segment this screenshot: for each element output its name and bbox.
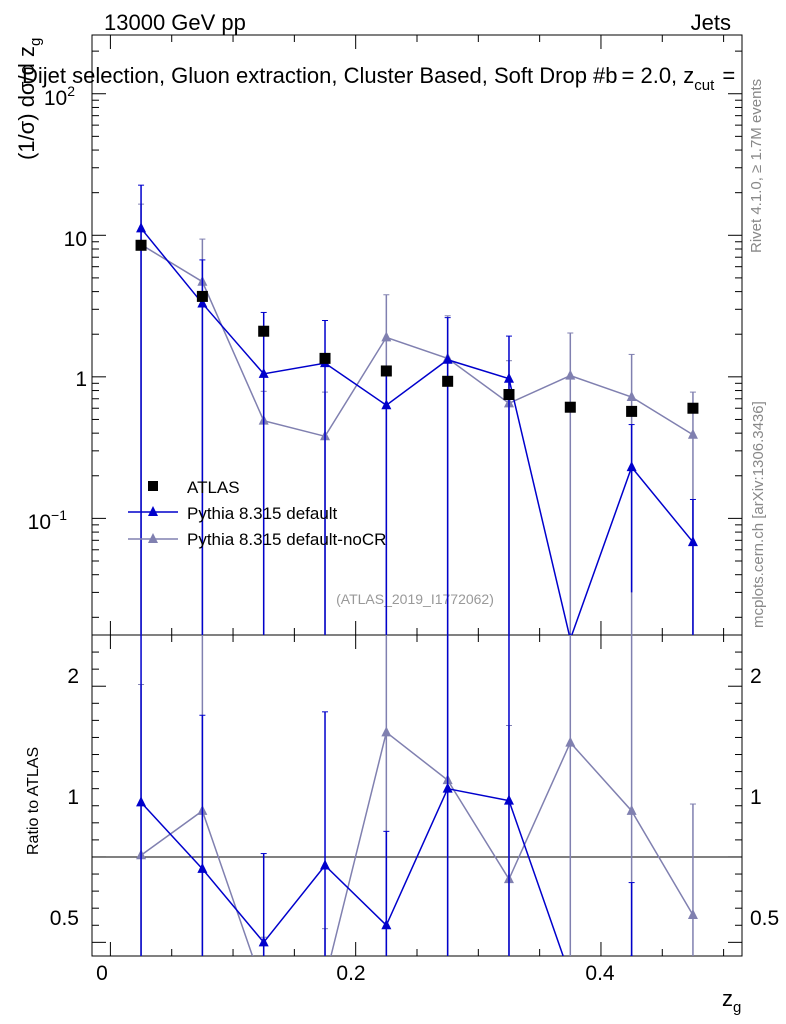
point-default [626,461,637,472]
point-atlas [564,401,576,413]
ratio-ytick-right-0.5: 0.5 [750,907,779,930]
point-nocr [626,391,637,402]
ratio-y-tick-labels-right: 2 1 0.5 [750,665,779,930]
ytick-label-10: 10 [64,228,87,251]
ratio-point-default [565,970,575,980]
ytick-label-0.1: 10−1 [28,507,68,534]
point-default [381,399,392,410]
mcplots-label: mcplots.cern.ch [arXiv:1306.3436] [750,401,767,628]
point-default [687,536,698,547]
ratio-y-axis-label: Ratio to ATLAS [25,747,42,855]
point-default [136,222,147,233]
selection-label: Dijet selection, Gluon extraction, Clust… [22,63,735,94]
series-line-default [140,227,694,635]
x-axis-label: zg [722,986,741,1016]
point-default [569,633,572,635]
ratio-ytick-left-1: 1 [67,786,79,809]
point-atlas [135,239,147,251]
ratio-point-default [136,796,147,807]
main-y-tick-labels: 102 10 1 10−1 [28,83,87,534]
legend: ATLAS Pythia 8.315 default Pythia 8.315 … [128,478,386,549]
xtick-label-0.2: 0.2 [336,962,365,985]
ratio-ytick-left-0.5: 0.5 [50,907,79,930]
x-tick-labels: 0 0.2 0.4 [96,962,615,985]
xtick-label-0.4: 0.4 [585,962,615,985]
ratio-point-default [197,862,208,873]
main-y-axis-label: (1/σ) dσ/d zg [14,38,44,160]
point-atlas [196,290,208,302]
point-atlas [319,352,331,364]
ratio-point-nocr [320,974,330,984]
point-nocr [381,331,392,342]
title-left: 13000 GeV pp [104,10,246,35]
ratio-point-default [320,859,331,870]
legend-label-nocr: Pythia 8.315 default-noCR [187,530,386,549]
point-atlas [442,375,454,387]
point-default [197,297,208,308]
point-atlas [258,325,270,337]
ratio-ytick-right-1: 1 [750,786,762,809]
ratio-line-default [140,787,564,956]
ratio-ytick-left-2: 2 [67,665,79,688]
ratio-point-default [630,953,633,956]
point-default [503,372,514,383]
main-axis-ticks [92,35,742,635]
point-default [442,353,453,364]
ratio-frame [91,634,743,957]
ratio-point-default [381,919,392,930]
analysis-tag: (ATLAS_2019_I1772062) [336,591,494,607]
point-atlas [687,402,699,414]
legend-marker-nocr [148,533,158,543]
series-line-nocr [140,243,694,438]
ratio-line-nocr [140,731,694,956]
rivet-label: Rivet 4.1.0, ≥ 1.7M events [748,79,765,253]
ratio-point-default [258,936,269,947]
ratio-point-default [442,782,453,793]
point-default [258,367,269,378]
point-atlas [626,405,638,417]
xtick-label-0: 0 [96,962,108,985]
ratio-point-default [503,794,514,805]
ratio-point-nocr [565,736,576,747]
ratio-point-nocr [626,804,637,815]
title-right: Jets [691,10,731,35]
legend-label-default: Pythia 8.315 default [187,504,338,523]
legend-marker-default [148,506,158,516]
ratio-point-default [688,1005,698,1015]
ratio-point-nocr [687,909,698,920]
ratio-y-tick-labels: 2 1 0.5 [50,665,79,930]
ytick-label-100: 102 [44,83,75,110]
legend-label-atlas: ATLAS [187,478,240,497]
ratio-point-nocr [381,726,392,737]
point-atlas [380,365,392,377]
point-nocr [565,369,576,380]
main-data-layer [135,184,699,635]
legend-marker-atlas [148,481,158,491]
point-atlas [503,389,515,401]
point-nocr [687,428,698,439]
ytick-label-1: 1 [75,368,87,391]
ratio-point-nocr [259,982,269,992]
ratio-axis-ticks [92,635,742,956]
ratio-ytick-right-2: 2 [750,665,762,688]
ratio-data-layer [136,635,698,1015]
